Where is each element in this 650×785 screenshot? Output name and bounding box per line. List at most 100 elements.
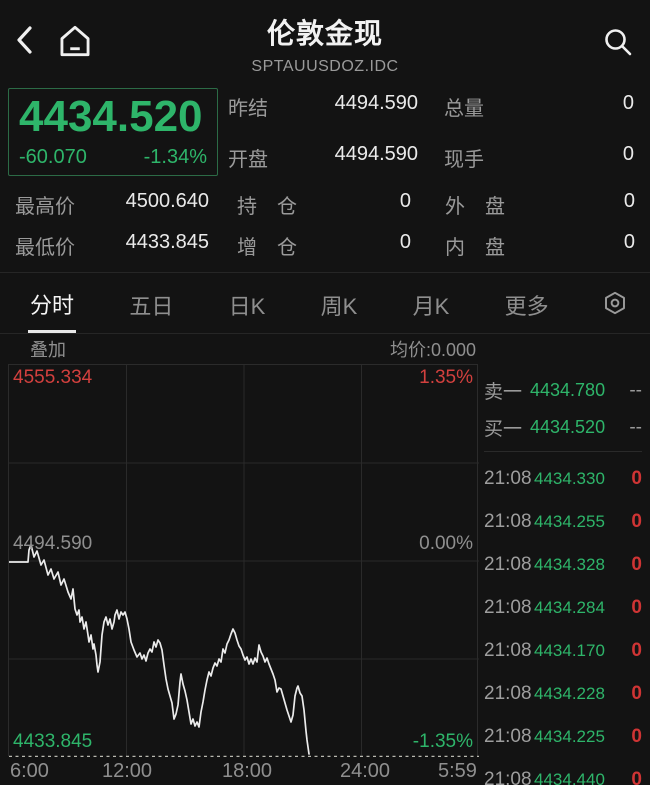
quote-fields: 昨结 4494.590 总量 0 开盘 4494.590 现手 0 [228, 88, 642, 176]
field-value: 0 [622, 143, 634, 165]
field-label: 总量 [444, 98, 484, 120]
trade-volume: 0 [631, 553, 642, 575]
home-button[interactable] [56, 22, 94, 60]
trade-time: 21:08 [484, 639, 532, 661]
ask-row: 卖一 4434.780 -- [484, 372, 642, 409]
tab-5day[interactable]: 五日 [129, 294, 174, 319]
tab-weekly-k[interactable]: 周K [320, 294, 358, 319]
stat-value: 0 [623, 190, 635, 212]
chart-min-price-label: 4433.845 [13, 731, 93, 752]
tape-row: 21:08 4434.228 0 [484, 672, 642, 715]
stat-value: 4433.845 [125, 231, 209, 253]
tab-minute[interactable]: 分时 [28, 274, 77, 333]
trade-price: 4434.225 [534, 726, 605, 746]
field-label: 开盘 [228, 149, 268, 171]
trade-volume: 0 [631, 467, 642, 489]
tape-row: 21:08 4434.225 0 [484, 715, 642, 758]
tab-monthly-k[interactable]: 月K [412, 294, 450, 319]
trade-volume: 0 [631, 768, 642, 785]
back-chevron-icon [17, 26, 32, 54]
field-value: 4494.590 [334, 92, 418, 114]
quote-section: 4434.520 -60.070 -1.34% 昨结 4494.590 总量 0… [0, 84, 650, 176]
bid-volume: -- [629, 416, 642, 438]
x-tick: 18:00 [222, 760, 273, 782]
price-change: -60.070 [19, 146, 87, 168]
x-tick: 12:00 [102, 760, 153, 782]
chart-mid-pct-label: 0.00% [419, 533, 473, 554]
tape-row: 21:08 4434.170 0 [484, 629, 642, 672]
tape-row: 21:08 4434.255 0 [484, 500, 642, 543]
search-icon [605, 29, 632, 56]
trade-time: 21:08 [484, 467, 532, 489]
field-value: 4494.590 [334, 143, 418, 165]
trade-time: 21:08 [484, 510, 532, 532]
minute-chart[interactable]: 4555.334 1.35% 4494.590 0.00% 4433.845 -… [8, 364, 479, 757]
tape-row: 21:08 4434.330 0 [484, 457, 642, 500]
chart-max-pct-label: 1.35% [419, 367, 473, 388]
field-label: 昨结 [228, 98, 268, 120]
search-button[interactable] [602, 26, 634, 58]
trade-price: 4434.330 [534, 468, 605, 488]
stat-value: 4500.640 [125, 190, 209, 212]
divider [0, 272, 650, 273]
trade-time: 21:08 [484, 596, 532, 618]
trade-price: 4434.284 [534, 597, 605, 617]
trade-time: 21:08 [484, 682, 532, 704]
price-change-pct: -1.34% [143, 146, 207, 168]
price-line [9, 544, 310, 755]
chart-min-pct-label: -1.35% [412, 731, 473, 752]
trade-volume: 0 [631, 596, 642, 618]
stat-label: 最低价 [15, 237, 75, 259]
trade-time: 21:08 [484, 725, 532, 747]
chart-canvas [9, 365, 479, 757]
chart-mid-price-label: 4494.590 [13, 533, 93, 554]
overlay-button[interactable]: 叠加 [30, 340, 66, 360]
trade-time: 21:08 [484, 768, 532, 785]
ask-price: 4434.780 [530, 380, 606, 400]
trade-volume: 0 [631, 682, 642, 704]
last-price: 4434.520 [19, 92, 203, 141]
stat-label: 增 仓 [237, 237, 297, 259]
stat-value: 0 [623, 231, 635, 253]
tape-row: 21:08 4434.440 0 [484, 758, 642, 785]
period-tabs: 分时 五日 日K 周K 月K 更多 [0, 273, 650, 333]
x-tick: 5:59 [438, 760, 477, 782]
trade-volume: 0 [631, 510, 642, 532]
average-price-label: 均价:0.000 [389, 340, 476, 360]
tab-daily-k[interactable]: 日K [228, 294, 266, 319]
trade-time: 21:08 [484, 553, 532, 575]
field-value: 0 [622, 92, 634, 114]
x-tick: 24:00 [340, 760, 391, 782]
settings-hexagon-icon [605, 291, 625, 315]
ask-volume: -- [629, 379, 642, 401]
stat-label: 内 盘 [445, 237, 505, 259]
order-panel: 卖一 4434.780 -- 买一 4434.520 -- 21:08 4434… [480, 334, 650, 785]
trade-price: 4434.328 [534, 554, 605, 574]
stat-value: 0 [399, 190, 411, 212]
trade-price: 4434.170 [534, 640, 605, 660]
trade-volume: 0 [631, 725, 642, 747]
bid-label: 买一 [484, 419, 523, 440]
trade-price: 4434.440 [534, 769, 605, 785]
bid-row: 买一 4434.520 -- [484, 409, 642, 446]
tape-row: 21:08 4434.328 0 [484, 543, 642, 586]
divider [484, 451, 642, 452]
trade-price: 4434.255 [534, 511, 605, 531]
chart-max-price-label: 4555.334 [13, 367, 93, 388]
stat-label: 最高价 [15, 196, 75, 218]
tab-more[interactable]: 更多 [504, 294, 549, 319]
stat-label: 持 仓 [237, 196, 297, 218]
ask-label: 卖一 [484, 382, 523, 403]
current-price-box: 4434.520 -60.070 -1.34% [8, 88, 218, 176]
divider [0, 333, 650, 334]
symbol-code: SPTAUUSDOZ.IDC [251, 58, 399, 75]
header: 伦敦金现 SPTAUUSDOZ.IDC [0, 0, 650, 84]
page-title: 伦敦金现 [266, 18, 383, 49]
stat-value: 0 [399, 231, 411, 253]
home-icon [60, 25, 90, 57]
back-button[interactable] [14, 24, 36, 56]
x-tick: 6:00 [10, 760, 49, 782]
stats-section: 最高价 4500.640 持 仓 0 外 盘 0 最低价 4433.845 增 … [0, 176, 650, 272]
stat-label: 外 盘 [445, 196, 505, 218]
chart-settings-button[interactable] [602, 290, 628, 316]
